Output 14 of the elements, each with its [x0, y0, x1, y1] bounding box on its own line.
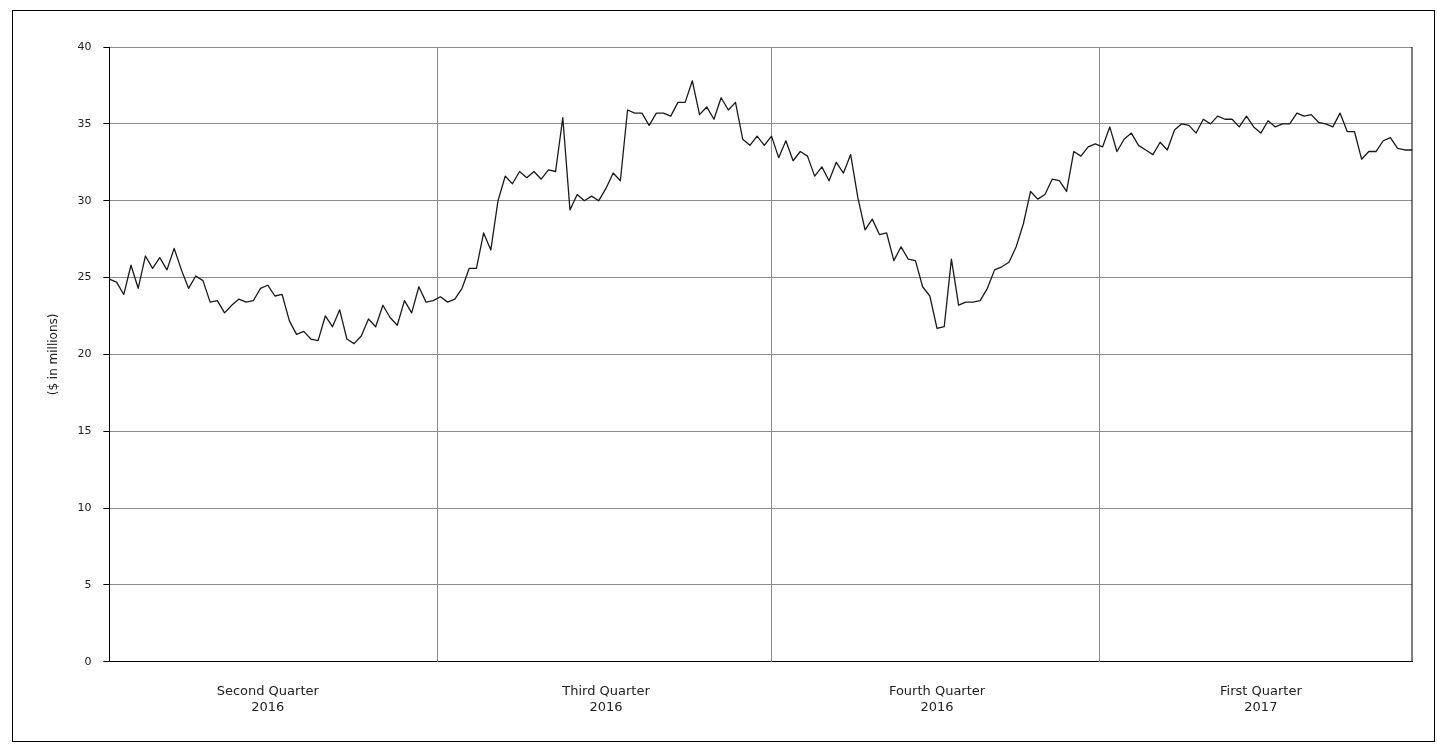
y-tick-label: 15	[77, 424, 92, 438]
x-tick-label: First Quarter 2017	[1220, 682, 1303, 714]
y-axis-title: ($ in millions)	[46, 313, 61, 396]
y-tick-label: 35	[77, 116, 92, 130]
x-tick-label: Third Quarter 2016	[561, 682, 651, 714]
x-tick-label: Second Quarter 2016	[216, 682, 320, 714]
y-tick-label: 40	[77, 39, 92, 53]
y-tick-label: 20	[77, 347, 92, 361]
x-tick-label: Fourth Quarter 2016	[888, 682, 986, 714]
y-tick-label: 5	[84, 577, 92, 591]
y-tick-label: 25	[77, 270, 92, 284]
y-tick-label: 10	[77, 500, 92, 514]
y-tick-label: 0	[84, 654, 92, 668]
y-tick-label: 30	[77, 193, 92, 207]
